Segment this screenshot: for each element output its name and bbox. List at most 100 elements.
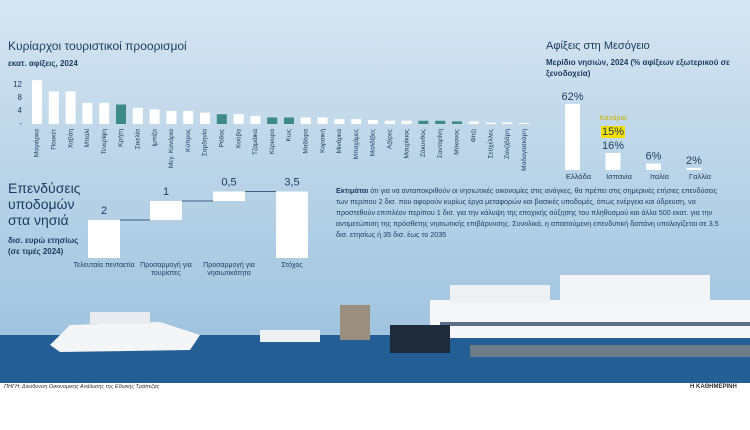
chart-title: Αφίξεις στη Μεσόγειο [546, 40, 650, 52]
value-label: 1 [163, 186, 169, 198]
x-tick-label: Σικελία [134, 129, 142, 149]
x-tick-label: Κορσική [319, 129, 326, 153]
chart-subtitle: εκατ. αφίξεις, 2024 [8, 59, 78, 68]
y-tick-label: 4 [18, 106, 23, 115]
x-tick-label: Στόχος [281, 262, 303, 269]
x-tick-label: Μπαχάμες [352, 129, 360, 159]
credit: Η ΚΑΘΗΜΕΡΙΝΗ [690, 384, 737, 390]
value-label: 2 [101, 205, 107, 217]
value-label: 0,5 [221, 176, 236, 188]
bar [418, 120, 429, 124]
x-tick-label: Φίτζι [470, 128, 478, 142]
x-tick-label: Σαντορίνη [436, 129, 444, 159]
bar [233, 114, 244, 124]
bar [452, 121, 462, 124]
bar [166, 111, 177, 124]
paragraph-body: ότι για να ανταποκριθούν οι νησιωτικές ο… [336, 186, 719, 239]
bar [686, 167, 702, 170]
source-note: ΠΗΓΗ: Διεύθυνση Οικονομικής Ανάλυσης της… [4, 384, 160, 390]
x-tick-label: Κούβα [234, 129, 242, 148]
y-tick-label: - [19, 119, 22, 128]
bar [519, 123, 530, 124]
x-tick-label: Μαγιόρκα [33, 129, 41, 157]
value-label: 62% [561, 91, 583, 103]
paragraph-lead: Εκτιμάται [336, 186, 369, 195]
bar [267, 117, 278, 124]
x-tick-label: Ρόδος [218, 129, 226, 147]
x-tick-label: Αζόρες [386, 129, 394, 149]
bar [250, 115, 261, 124]
bar [183, 111, 194, 124]
x-tick-label: Τελευταία πενταετία [73, 262, 135, 269]
bar [300, 117, 311, 124]
bar [334, 119, 345, 124]
bar [565, 103, 580, 170]
x-tick-label: Ιταλία [650, 172, 670, 181]
y-tick-label: 8 [18, 93, 23, 102]
x-tick-label: Κρήτη [118, 129, 125, 147]
bar [99, 102, 110, 124]
chart-subtitle: δισ. ευρώ ετησίως (σε τιμές 2024) [8, 236, 79, 256]
x-tick-label: Ζάκυνθος [419, 129, 427, 157]
x-tick-label: Ζανζιβάρη [503, 129, 511, 159]
bar [82, 102, 93, 124]
paragraph: Εκτιμάται ότι για να ανταποκριθούν οι νη… [336, 185, 728, 240]
highlight-box [601, 125, 625, 138]
x-tick-label: Ελλάδα [566, 172, 592, 181]
x-tick-label: Μεγ. Κανάρια [167, 129, 175, 168]
bar [435, 120, 446, 124]
bar [149, 109, 160, 124]
x-tick-label: Μπαλί [83, 128, 91, 147]
bar [605, 152, 621, 170]
bar [32, 80, 42, 124]
x-tick-label: Κύπρος [184, 129, 192, 152]
highlight-value-label: 15% [602, 126, 624, 138]
x-tick-label: Χαβάη [66, 129, 74, 149]
bar [368, 120, 378, 124]
x-tick-label: Πουκέτ [50, 129, 58, 150]
x-tick-label: Ισπανία [606, 172, 633, 181]
bar [284, 117, 294, 124]
x-tick-label: Προσαρμογή για τουρίστες [140, 262, 192, 278]
x-tick-label: Προσαρμογή για νησιωτικότητα [203, 262, 255, 278]
bar [48, 91, 59, 124]
bar [351, 119, 362, 124]
bar [150, 201, 182, 220]
value-label: 16% [602, 140, 624, 152]
bar [384, 120, 395, 124]
x-tick-label: Μινόρκα [335, 129, 343, 154]
x-tick-label: Μαδαγασκάρη [520, 129, 528, 171]
value-label: 3,5 [284, 176, 299, 188]
bar [132, 107, 143, 124]
bar [502, 122, 513, 124]
chart-title: Κυρίαρχοι τουριστικοί προορισμοί [8, 39, 187, 53]
chart-subtitle: Μερίδιο νησιών, 2024 (% αφίξεων εξωτερικ… [546, 58, 730, 78]
x-tick-label: Τενερίφη [100, 129, 108, 155]
x-tick-label: Τζαμάικα [251, 129, 259, 155]
highlight-label: Κανάρια [599, 113, 627, 122]
bar [88, 220, 120, 258]
y-tick-label: 12 [13, 80, 22, 89]
bar [200, 112, 210, 124]
value-label: 6% [646, 151, 662, 163]
bar [401, 120, 412, 124]
x-tick-label: Μαδέιρα [302, 129, 310, 154]
bar [65, 91, 76, 124]
x-tick-label: Μαλδίβες [369, 129, 377, 156]
bar [317, 117, 328, 124]
bar [213, 191, 245, 201]
x-tick-label: Σεϋχέλλες [486, 129, 494, 158]
x-tick-label: Κως [286, 129, 293, 141]
x-tick-label: Ιμπίζα [150, 129, 158, 147]
x-tick-label: Μύκονος [453, 129, 461, 155]
bar [646, 163, 661, 170]
value-label: 2% [686, 155, 702, 167]
x-tick-label: Μαυρίκιος [402, 129, 410, 158]
bar [216, 114, 227, 124]
bar [116, 104, 126, 124]
bar [485, 122, 496, 124]
x-tick-label: Γαλλία [689, 172, 712, 181]
